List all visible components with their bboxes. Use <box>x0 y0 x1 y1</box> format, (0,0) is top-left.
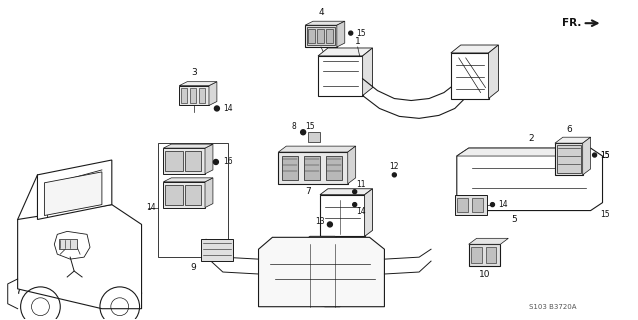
Bar <box>469 244 500 266</box>
Bar <box>326 156 342 180</box>
Polygon shape <box>163 144 213 148</box>
Text: 16: 16 <box>223 157 232 166</box>
Circle shape <box>353 190 357 194</box>
Bar <box>308 132 320 142</box>
Circle shape <box>349 31 353 35</box>
Bar <box>305 25 337 47</box>
Bar <box>283 156 298 180</box>
Text: 1: 1 <box>355 36 360 45</box>
Polygon shape <box>451 45 498 53</box>
Polygon shape <box>305 21 345 25</box>
Text: 15: 15 <box>601 210 611 219</box>
Text: 12: 12 <box>390 163 399 172</box>
Bar <box>307 27 335 45</box>
Circle shape <box>300 130 306 135</box>
Text: 15: 15 <box>600 150 610 160</box>
Text: 14: 14 <box>146 203 156 212</box>
Text: FR.: FR. <box>562 18 581 28</box>
Text: 15: 15 <box>305 122 315 131</box>
Text: 13: 13 <box>315 217 325 226</box>
Text: 7: 7 <box>305 187 311 196</box>
Bar <box>165 151 183 171</box>
Bar <box>486 247 496 263</box>
Polygon shape <box>489 45 498 99</box>
Text: 10: 10 <box>478 269 490 278</box>
Polygon shape <box>457 148 602 211</box>
Text: 8: 8 <box>292 122 297 131</box>
Circle shape <box>353 203 357 207</box>
Text: 3: 3 <box>191 68 197 77</box>
Bar <box>285 269 323 291</box>
Text: S103 B3720A: S103 B3720A <box>529 304 577 310</box>
Bar <box>326 29 333 43</box>
Circle shape <box>214 159 218 164</box>
Text: 14: 14 <box>223 104 232 113</box>
Polygon shape <box>258 237 385 307</box>
Bar <box>185 151 201 171</box>
Bar <box>455 195 487 214</box>
Text: 15: 15 <box>357 28 366 38</box>
Polygon shape <box>38 160 112 220</box>
Bar <box>179 86 209 106</box>
Text: 11: 11 <box>357 180 366 189</box>
Bar <box>185 185 201 204</box>
Bar <box>59 239 77 249</box>
Polygon shape <box>179 82 217 86</box>
Text: 5: 5 <box>512 215 517 224</box>
Circle shape <box>593 153 597 157</box>
Bar <box>308 29 315 43</box>
Bar <box>163 148 205 174</box>
Text: 14: 14 <box>498 200 508 209</box>
Polygon shape <box>362 48 373 96</box>
Text: 14: 14 <box>357 207 366 216</box>
Polygon shape <box>285 236 355 307</box>
Polygon shape <box>45 172 102 215</box>
Bar <box>158 143 228 257</box>
Bar <box>304 156 320 180</box>
Polygon shape <box>457 148 591 156</box>
Text: 4: 4 <box>318 8 324 17</box>
Text: 9: 9 <box>190 263 196 272</box>
Polygon shape <box>318 48 373 56</box>
Circle shape <box>392 173 396 177</box>
Circle shape <box>214 106 219 111</box>
Polygon shape <box>469 238 508 244</box>
Polygon shape <box>205 144 213 174</box>
Bar <box>471 247 482 263</box>
Text: 15: 15 <box>601 150 611 160</box>
Polygon shape <box>555 137 591 143</box>
Bar <box>181 88 187 103</box>
Bar <box>199 88 205 103</box>
Bar <box>318 56 362 96</box>
Polygon shape <box>209 82 217 106</box>
Polygon shape <box>163 178 213 182</box>
Circle shape <box>327 222 332 227</box>
Bar <box>190 88 196 103</box>
Bar <box>330 269 367 291</box>
Bar <box>317 29 324 43</box>
Text: 2: 2 <box>528 134 534 143</box>
Polygon shape <box>582 137 591 175</box>
Polygon shape <box>337 21 345 47</box>
Bar <box>555 143 582 175</box>
Bar <box>163 182 205 208</box>
Polygon shape <box>205 178 213 208</box>
Polygon shape <box>54 231 90 259</box>
Bar <box>451 53 489 99</box>
Polygon shape <box>320 189 373 195</box>
Polygon shape <box>18 204 142 309</box>
Circle shape <box>491 203 494 207</box>
Bar <box>471 198 482 212</box>
Bar <box>457 198 468 212</box>
Bar <box>201 239 233 261</box>
Bar <box>278 152 348 184</box>
Text: 6: 6 <box>566 125 572 134</box>
Polygon shape <box>278 146 355 152</box>
Polygon shape <box>364 189 373 236</box>
Bar <box>320 195 364 236</box>
Polygon shape <box>348 146 355 184</box>
Bar <box>557 145 581 173</box>
Bar <box>165 185 183 204</box>
